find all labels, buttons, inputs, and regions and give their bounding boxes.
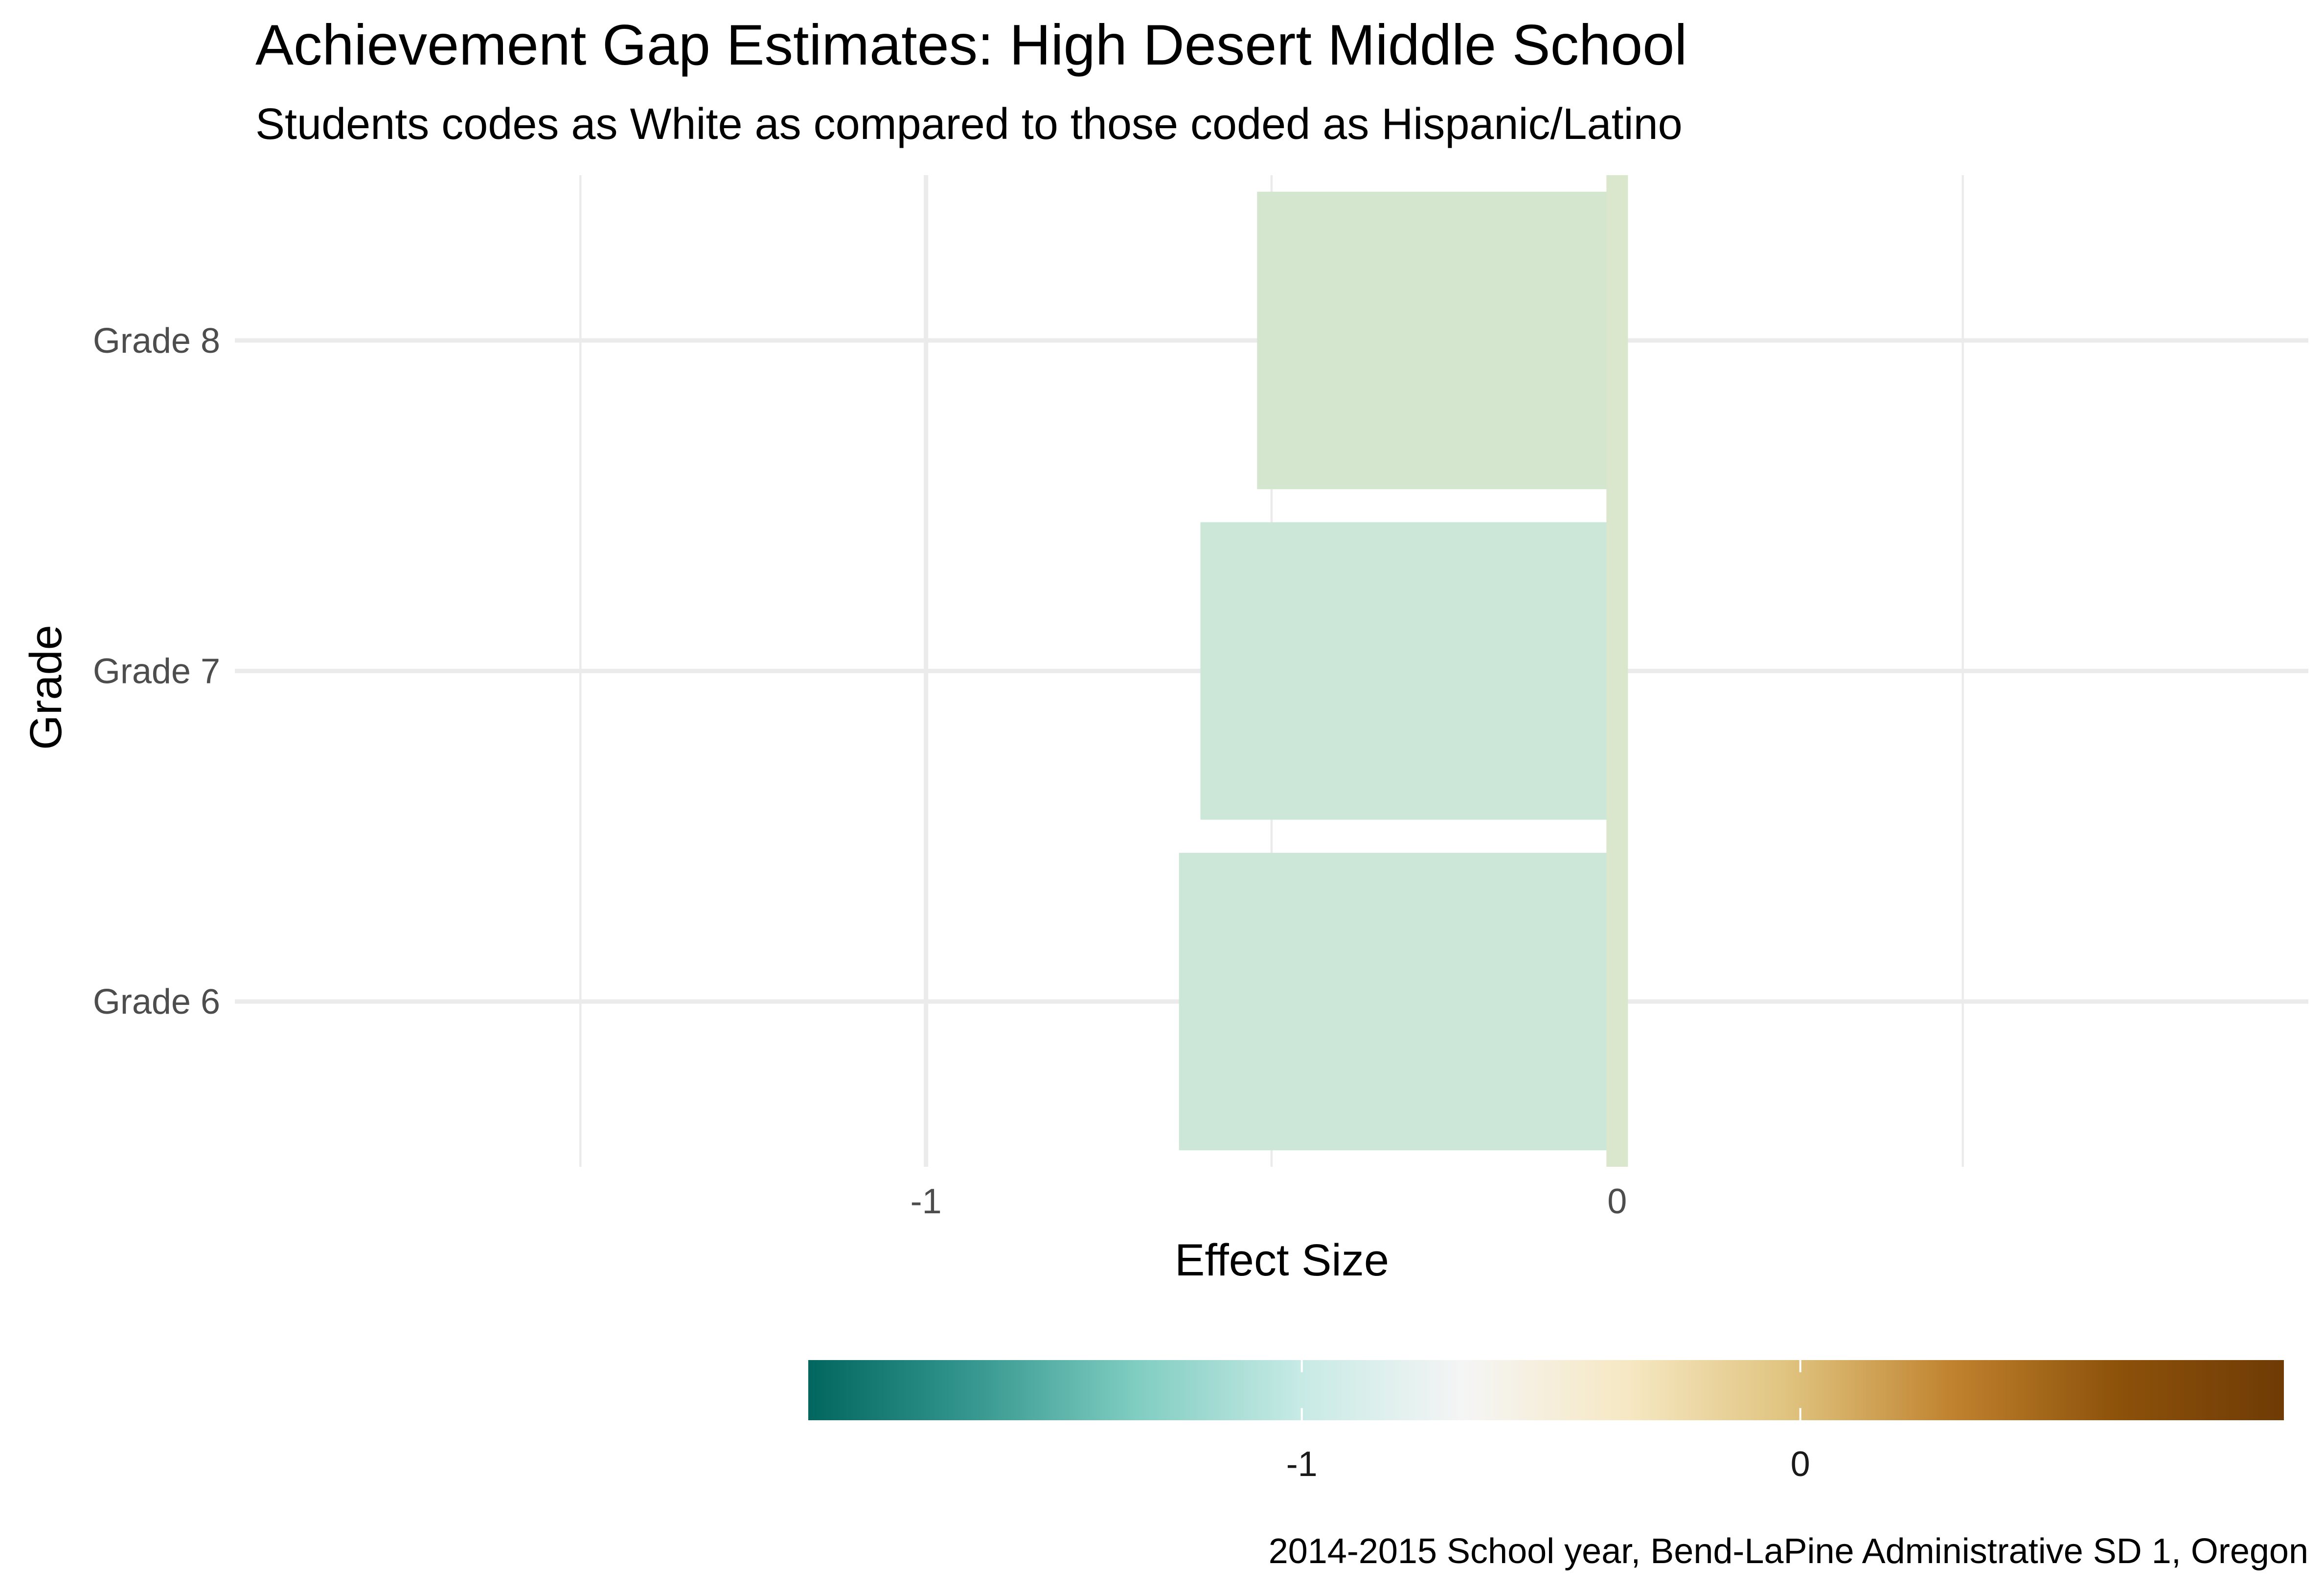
colorbar-tick-label: -1 [1286,1445,1318,1484]
chart-subtitle: Students codes as White as compared to t… [255,100,1683,149]
bar-grade-6 [1179,853,1618,1151]
plot-panel: Grade 6 Grade 7 Grade 8 -1 0 [93,175,2308,1221]
y-tick-label: Grade 8 [93,321,220,361]
bar-grade-7 [1200,522,1618,820]
x-axis-title: Effect Size [1175,1235,1389,1285]
bar-grade-8 [1257,191,1618,489]
zero-line [1606,175,1628,1167]
y-axis-title: Grade [21,625,71,750]
x-tick-label: 0 [1607,1182,1627,1221]
colorbar [808,1360,2284,1420]
chart-title: Achievement Gap Estimates: High Desert M… [255,13,1687,77]
x-tick-label: -1 [911,1182,942,1221]
y-tick-label: Grade 7 [93,652,220,691]
y-tick-label: Grade 6 [93,982,220,1022]
color-legend: -1 0 [808,1360,2284,1484]
chart-caption: 2014-2015 School year, Bend-LaPine Admin… [1269,1532,2308,1571]
colorbar-tick-label: 0 [1791,1445,1810,1484]
